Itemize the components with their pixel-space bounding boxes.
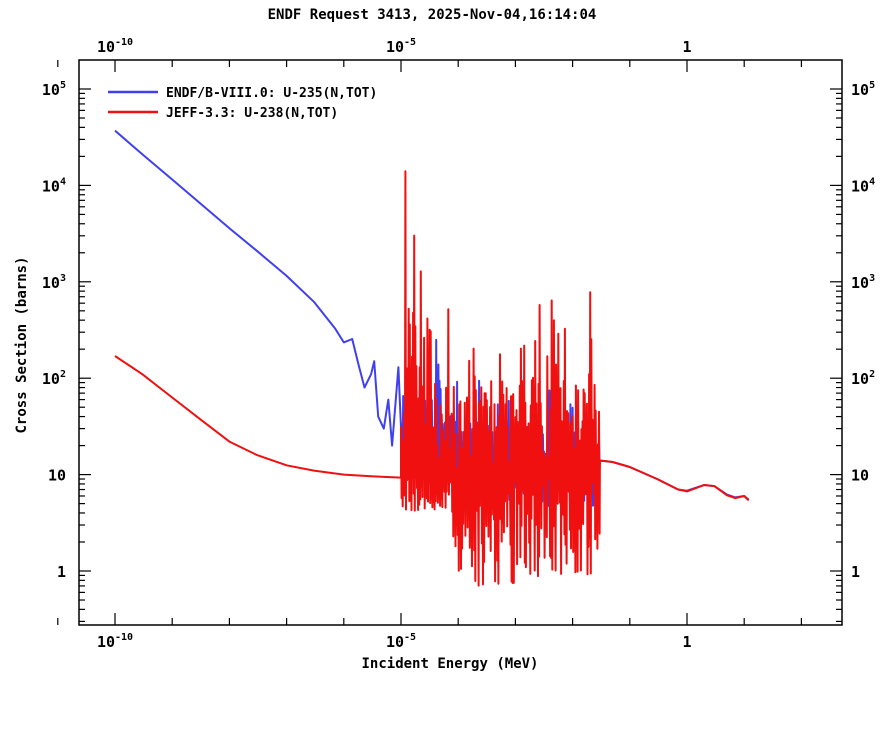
legend-label-1: ENDF/B-VIII.0: U-235(N,TOT) — [166, 86, 377, 101]
x-tick-label-bottom: 10-10 — [97, 632, 133, 651]
y-tick-label-right: 102 — [851, 369, 875, 388]
y-axis-title: Cross Section (barns) — [14, 256, 30, 433]
y-tick-label-right: 104 — [851, 176, 875, 195]
x-tick-label-top: 1 — [682, 38, 691, 56]
y-tick-label-left: 102 — [42, 369, 66, 388]
y-tick-label-right: 105 — [851, 80, 875, 99]
legend-label-2: JEFF-3.3: U-238(N,TOT) — [166, 106, 338, 121]
y-tick-label-left: 103 — [42, 273, 66, 292]
y-tick-label-right: 103 — [851, 273, 875, 292]
axis-ticks — [57, 60, 842, 625]
x-tick-label-top: 10-5 — [386, 37, 416, 56]
y-tick-label-left: 1 — [57, 563, 66, 581]
y-tick-label-left: 10 — [48, 467, 66, 485]
x-tick-label-top: 10-10 — [97, 37, 133, 56]
x-tick-label-bottom: 1 — [682, 633, 691, 651]
y-tick-label-left: 104 — [42, 176, 66, 195]
y-tick-label-left: 105 — [42, 80, 66, 99]
y-tick-label-right: 1 — [851, 563, 860, 581]
x-tick-label-bottom: 10-5 — [386, 632, 416, 651]
x-axis-title: Incident Energy (MeV) — [361, 656, 538, 672]
axis-tick-labels: 10-10 10-10 10-5 10-5 1 1 1 1 10 10 102 102 103 103 10… — [42, 37, 875, 651]
series-line-2 — [114, 170, 750, 587]
legend: ENDF/B-VIII.0: U-235(N,TOT) JEFF-3.3: U-2… — [108, 86, 377, 121]
y-tick-label-right: 10 — [851, 467, 869, 485]
series-layer — [114, 129, 750, 587]
chart-title: ENDF Request 3413, 2025-Nov-04,16:14:04 — [268, 7, 597, 23]
